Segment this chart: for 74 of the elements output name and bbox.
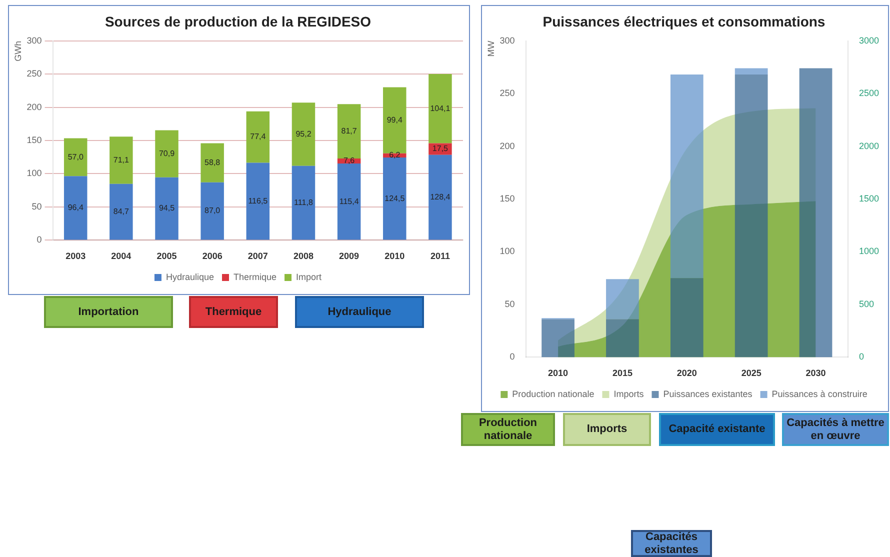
data-label: 94,5 [158, 204, 176, 213]
data-label: 128,4 [430, 192, 451, 202]
x-tick-label: 2003 [66, 251, 86, 262]
y-tick-label: 50 [504, 298, 515, 309]
data-label: 71,1 [113, 155, 130, 164]
data-label: 96,4 [68, 203, 84, 212]
data-label: 58,8 [204, 158, 221, 168]
x-tick-label: 2004 [111, 251, 132, 262]
y-tick-label: 0 [36, 234, 42, 245]
y-axis-title: MW [486, 40, 496, 57]
text: Thermique [189, 296, 278, 328]
legend-label: Puissances existantes [663, 388, 753, 399]
text: Production nationale [461, 413, 555, 446]
y2-tick-label: 1000 [858, 246, 880, 256]
data-label: 57,0 [68, 152, 84, 162]
y2-tick-label: 500 [858, 298, 874, 309]
legend-label: Thermique [234, 272, 277, 282]
data-label: 81,7 [341, 126, 358, 136]
y-tick-label: 200 [26, 102, 42, 112]
legend-label: Puissances à construire [772, 388, 868, 399]
x-tick-label: 2011 [430, 251, 450, 262]
legend-label: Hydraulique [166, 272, 214, 282]
x-tick-label: 2007 [248, 251, 268, 262]
y-tick-label: 250 [500, 88, 515, 98]
data-label: 104,1 [430, 104, 451, 113]
data-label: 84,7 [113, 207, 130, 216]
data-label: 70,9 [158, 149, 176, 158]
text: Importation [44, 296, 173, 328]
data-label: 124,5 [384, 194, 406, 203]
text: Imports [563, 413, 651, 446]
y2-tick-label: 0 [858, 352, 864, 362]
y-tick-label: 300 [500, 35, 515, 46]
x-tick-label: 2015 [612, 368, 632, 378]
y-tick-label: 100 [500, 246, 515, 256]
x-tick-label: 2006 [202, 251, 222, 262]
x-tick-label: 2010 [548, 368, 568, 378]
data-label: 116,5 [248, 196, 268, 206]
text: Capacité existante [659, 413, 775, 446]
y-tick-label: 0 [510, 352, 515, 362]
y-tick-label: 150 [500, 193, 515, 204]
x-tick-label: 2005 [156, 251, 177, 262]
data-label: 87,0 [204, 206, 221, 216]
chart-title: Sources de production de la REGIDESO [104, 13, 372, 30]
text: Capacités existantes [631, 530, 712, 557]
y-tick-label: 100 [26, 168, 42, 178]
y2-tick-label: 3000 [858, 35, 880, 46]
data-label: 77,4 [250, 132, 266, 142]
data-label: 17,5 [432, 144, 449, 154]
data-label: 95,2 [296, 129, 312, 138]
legend-label: Production nationale [512, 388, 594, 399]
text: Hydraulique [295, 296, 424, 328]
y2-tick-label: 2500 [858, 88, 880, 98]
y-tick-label: 150 [26, 134, 42, 145]
data-label: 115,4 [339, 196, 360, 206]
x-tick-label: 2025 [741, 368, 762, 378]
chart-title: Puissances électriques et consommations [542, 13, 826, 30]
x-tick-label: 2030 [806, 368, 826, 378]
y-tick-label: 300 [26, 35, 42, 46]
y2-tick-label: 1500 [858, 193, 880, 204]
legend-label: Import [296, 272, 322, 282]
data-label: 99,4 [386, 115, 403, 124]
y-axis-title: GWh [12, 40, 23, 62]
data-label: 7,6 [344, 156, 356, 166]
x-tick-label: 2009 [339, 251, 360, 262]
y-tick-label: 50 [32, 201, 42, 212]
x-tick-label: 2010 [384, 251, 405, 262]
y-tick-label: 200 [500, 140, 515, 151]
legend-label: Imports [614, 388, 644, 399]
data-label: 111,8 [294, 198, 314, 207]
text: Capacités à mettre en œuvre [782, 413, 889, 446]
y2-tick-label: 2000 [858, 140, 880, 151]
x-tick-label: 2020 [676, 368, 697, 378]
y-tick-label: 250 [26, 68, 42, 79]
x-tick-label: 2008 [293, 251, 314, 262]
